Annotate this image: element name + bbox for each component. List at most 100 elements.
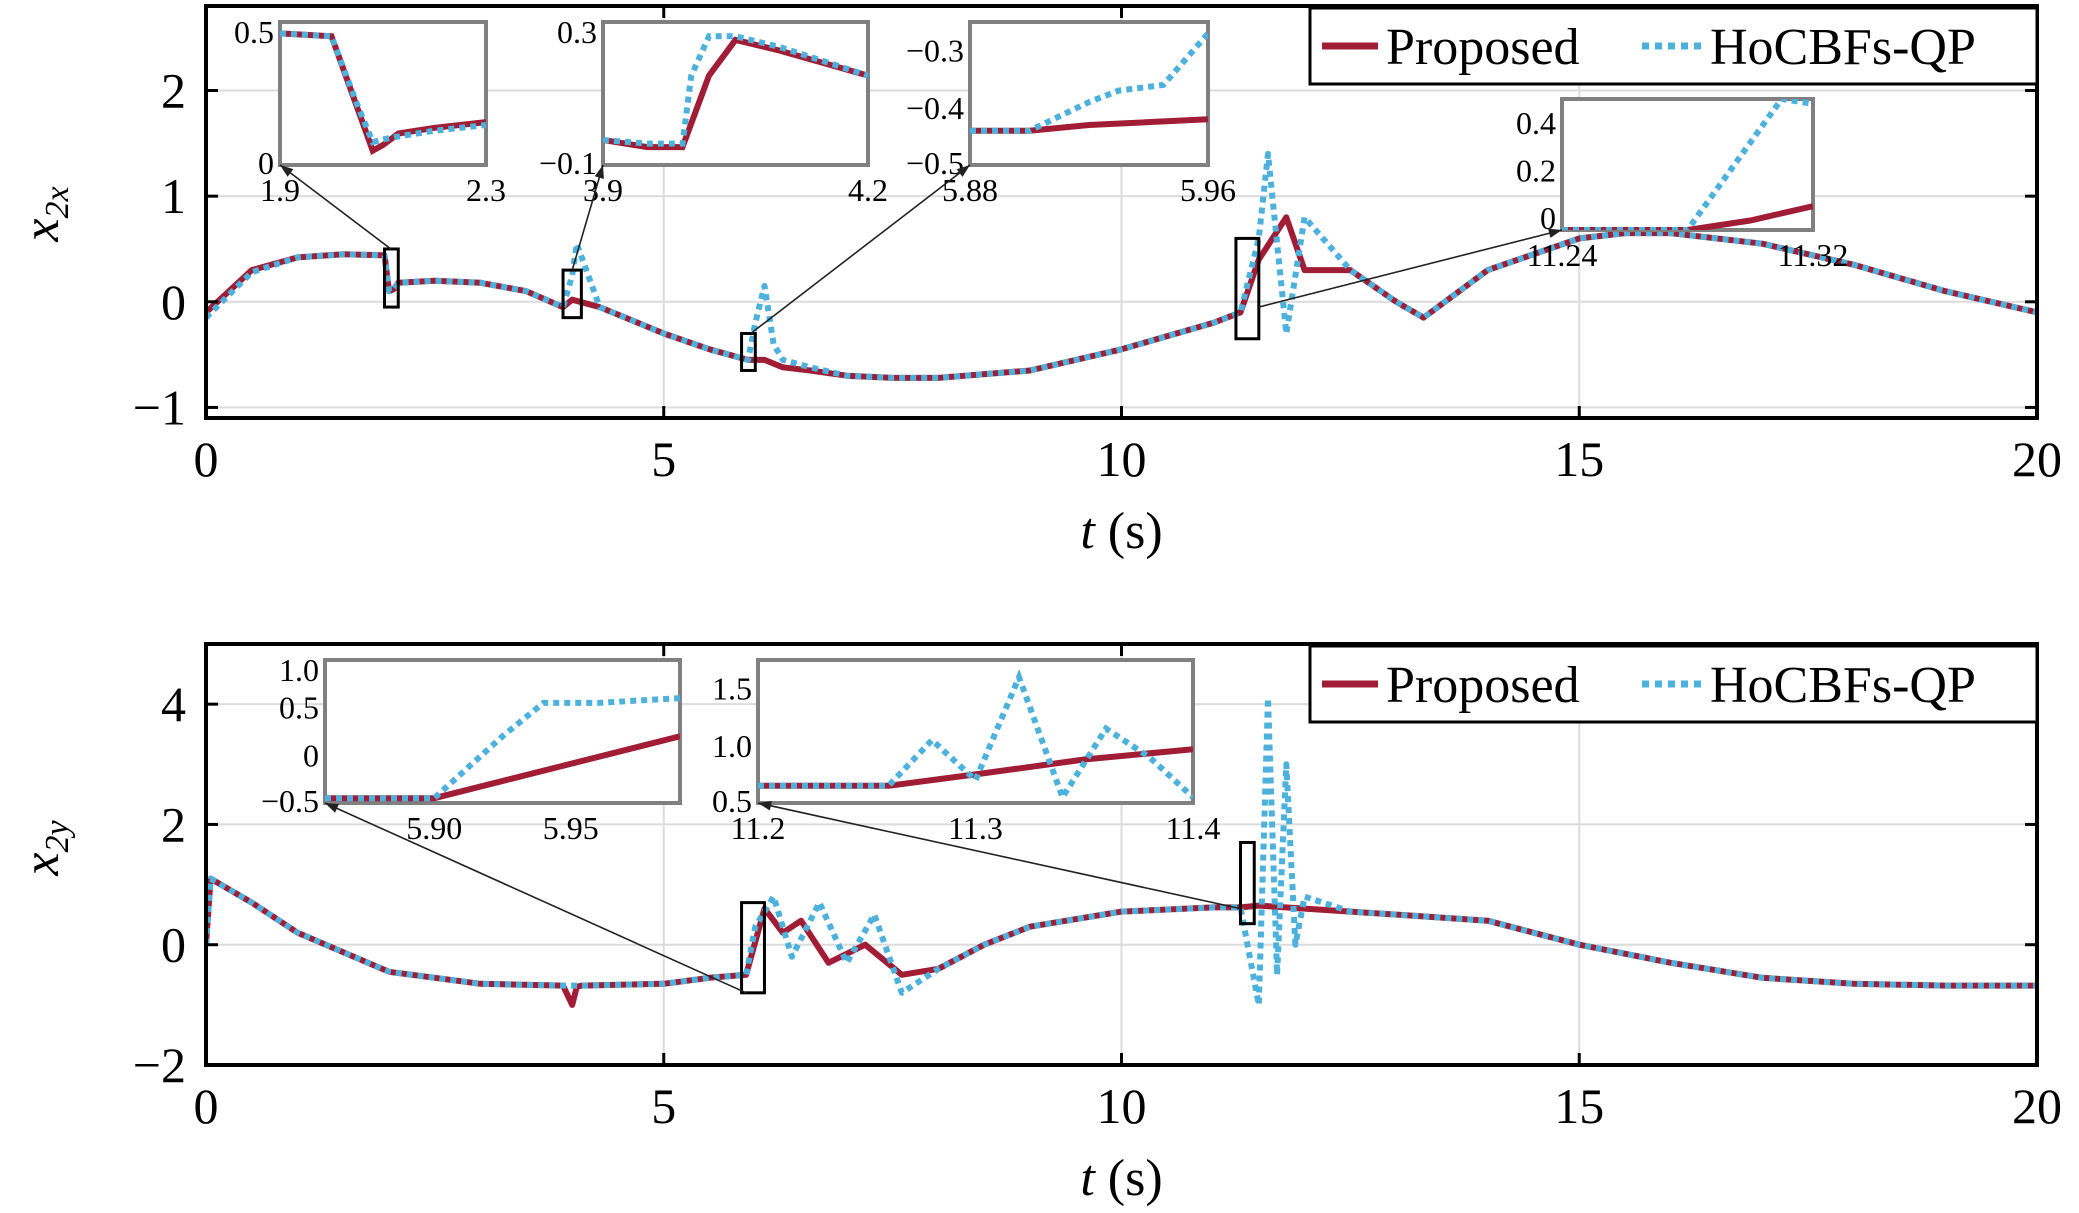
y-axis-label-var: x bbox=[13, 853, 70, 877]
x-axis-label-unit: (s) bbox=[1095, 503, 1163, 560]
y-axis-label-var: x bbox=[13, 219, 70, 243]
inset-y-tick-label: 1.0 bbox=[712, 728, 752, 764]
legend-label-hocbfs: HoCBFs-QP bbox=[1710, 19, 1976, 76]
inset-hocbfs-line bbox=[758, 668, 1193, 803]
x-tick-label: 0 bbox=[194, 431, 219, 487]
x-axis-label-unit: (s) bbox=[1095, 1150, 1163, 1207]
inset-hocbfs-line bbox=[280, 30, 486, 146]
y-axis-label-subscript: 2x bbox=[39, 186, 76, 218]
zoom-inset: 5.88 5.96 −0.3 −0.4 −0.5 bbox=[906, 20, 1236, 208]
inset-y-tick-label: 0.4 bbox=[1516, 105, 1556, 141]
leader-arrowhead bbox=[758, 801, 772, 811]
y-tick-label: −2 bbox=[133, 1037, 186, 1093]
leader-arrowhead bbox=[325, 803, 339, 813]
inset-x-tick-label: 2.3 bbox=[466, 172, 506, 208]
legend-label-proposed: Proposed bbox=[1386, 657, 1580, 714]
inset-proposed-line bbox=[603, 36, 868, 151]
y-tick-label: 2 bbox=[161, 796, 186, 852]
y-axis-label: x2y bbox=[13, 820, 76, 877]
x-tick-label: 10 bbox=[1097, 1078, 1147, 1134]
inset-y-tick-label: 0.5 bbox=[234, 14, 274, 50]
y-tick-label: 0 bbox=[161, 917, 186, 973]
y-tick-label: 4 bbox=[161, 676, 186, 732]
x-tick-label: 15 bbox=[1554, 431, 1604, 487]
leader-arrowhead bbox=[956, 165, 970, 177]
zoom-inset: 3.9 4.20.3−0.1 bbox=[539, 14, 888, 208]
zoom-inset: 11.24 11.32 0.4 0.2 0 bbox=[1516, 97, 1849, 273]
y-tick-label: 1 bbox=[161, 168, 186, 224]
inset-x-tick-label: 1.9 bbox=[260, 172, 300, 208]
leader-line bbox=[1258, 229, 1563, 308]
x-tick-label: 5 bbox=[651, 431, 676, 487]
inset-x-tick-label: 11.32 bbox=[1778, 237, 1849, 273]
inset-y-tick-label: 1.0 bbox=[279, 652, 319, 688]
zoom-inset: 11.2 11.3 11.4 1.5 1.0 0.5 bbox=[712, 658, 1221, 846]
inset-hocbfs-line bbox=[970, 31, 1208, 134]
inset-y-tick-label: 1.5 bbox=[712, 671, 752, 707]
inset-hocbfs-line bbox=[325, 695, 680, 802]
inset-x-tick-label: 11.3 bbox=[948, 810, 1003, 846]
leader-arrowhead bbox=[1548, 228, 1562, 238]
zoom-marker-box bbox=[1239, 840, 1256, 926]
x-tick-label: 20 bbox=[2012, 1078, 2062, 1134]
inset-y-tick-label: 0.2 bbox=[1516, 152, 1556, 188]
x-axis-label: t (s) bbox=[1080, 1150, 1162, 1207]
leader-line bbox=[750, 164, 971, 335]
y-tick-label: 0 bbox=[161, 274, 186, 330]
inset-y-tick-label: 0 bbox=[258, 145, 274, 181]
inset-y-tick-label: −0.1 bbox=[539, 145, 597, 181]
zoom-marker-box bbox=[740, 901, 766, 995]
x-axis-label-var: t bbox=[1080, 503, 1096, 560]
zoom-inset: 1.9 2.3 0.5 0 bbox=[234, 14, 506, 208]
y-axis-label: x2x bbox=[13, 186, 76, 242]
inset-hocbfs-line bbox=[1562, 99, 1813, 230]
leader-line bbox=[757, 802, 1241, 910]
zoom-marker-box bbox=[1234, 236, 1261, 341]
y-tick-label: −1 bbox=[133, 379, 186, 435]
leader-line bbox=[324, 802, 747, 994]
legend-label-hocbfs: HoCBFs-QP bbox=[1710, 657, 1976, 714]
leader-arrowhead bbox=[594, 165, 604, 179]
x-axis-label: t (s) bbox=[1080, 503, 1162, 560]
inset-frame bbox=[278, 20, 488, 167]
y-tick-label: 2 bbox=[161, 63, 186, 119]
inset-x-tick-label: 11.24 bbox=[1527, 237, 1598, 273]
x-tick-label: 0 bbox=[194, 1078, 219, 1134]
y-axis-label-subscript: 2y bbox=[39, 820, 76, 853]
x-tick-label: 10 bbox=[1097, 431, 1147, 487]
inset-frame bbox=[756, 658, 1195, 805]
inset-x-tick-label: 5.88 bbox=[942, 172, 998, 208]
zoom-marker-box bbox=[740, 331, 757, 372]
inset-y-tick-label: −0.3 bbox=[906, 33, 964, 69]
inset-y-tick-label: −0.5 bbox=[261, 783, 319, 819]
inset-y-tick-label: −0.4 bbox=[906, 90, 964, 126]
inset-x-tick-label: 5.95 bbox=[543, 810, 599, 846]
inset-proposed-line bbox=[970, 116, 1208, 134]
inset-y-tick-label: 0.5 bbox=[279, 690, 319, 726]
inset-x-tick-label: 11.2 bbox=[731, 810, 786, 846]
inset-frame bbox=[968, 20, 1210, 167]
inset-x-tick-label: 5.96 bbox=[1180, 172, 1236, 208]
inset-y-tick-label: 0 bbox=[1540, 200, 1556, 236]
zoom-marker-box bbox=[383, 247, 400, 309]
legend: Proposed HoCBFs-QP bbox=[1308, 644, 2039, 724]
legend: Proposed HoCBFs-QP bbox=[1308, 6, 2039, 86]
inset-y-tick-label: 0.3 bbox=[557, 14, 597, 50]
inset-x-tick-label: 5.90 bbox=[406, 810, 462, 846]
inset-x-tick-label: 4.2 bbox=[848, 172, 888, 208]
leader-arrowhead bbox=[280, 165, 294, 177]
zoom-inset: 5.90 5.95 1.00.5 0 −0.5 bbox=[261, 652, 682, 846]
inset-y-tick-label: 0.5 bbox=[712, 783, 752, 819]
inset-y-tick-label: 0 bbox=[303, 737, 319, 773]
x-tick-label: 5 bbox=[651, 1078, 676, 1134]
leader-line bbox=[571, 164, 604, 271]
inset-frame bbox=[1560, 97, 1815, 232]
inset-hocbfs-line bbox=[603, 33, 868, 147]
x-axis-label-var: t bbox=[1080, 1150, 1096, 1207]
leader-line bbox=[279, 164, 392, 250]
inset-x-tick-label: 11.4 bbox=[1166, 810, 1221, 846]
x-tick-label: 15 bbox=[1554, 1078, 1604, 1134]
